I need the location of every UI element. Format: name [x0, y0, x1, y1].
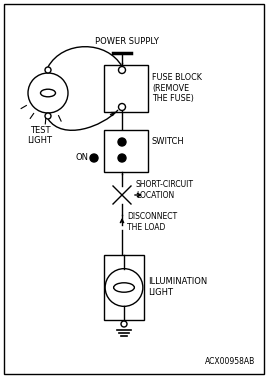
Circle shape	[121, 321, 127, 327]
Bar	[104, 255, 144, 320]
Text: FUSE BLOCK
(REMOVE
THE FUSE): FUSE BLOCK (REMOVE THE FUSE)	[152, 73, 202, 103]
Circle shape	[90, 154, 98, 162]
Text: POWER SUPPLY: POWER SUPPLY	[95, 37, 159, 46]
Circle shape	[45, 113, 51, 119]
Circle shape	[118, 104, 125, 110]
Text: SHORT-CIRCUIT
LOCATION: SHORT-CIRCUIT LOCATION	[136, 180, 194, 200]
Text: TEST
LIGHT: TEST LIGHT	[28, 126, 53, 146]
Circle shape	[118, 154, 126, 162]
Circle shape	[118, 138, 126, 146]
Bar	[104, 65, 148, 112]
Text: ACX00958AB: ACX00958AB	[205, 357, 255, 366]
Ellipse shape	[114, 283, 134, 292]
Text: DISCONNECT
THE LOAD: DISCONNECT THE LOAD	[127, 212, 177, 232]
Circle shape	[45, 67, 51, 73]
Circle shape	[28, 73, 68, 113]
Text: ILLUMINATION
LIGHT: ILLUMINATION LIGHT	[148, 277, 207, 297]
Ellipse shape	[40, 89, 55, 97]
Circle shape	[105, 269, 143, 306]
Text: ON: ON	[76, 153, 89, 163]
Bar	[104, 130, 148, 172]
Circle shape	[118, 67, 125, 73]
Text: SWITCH: SWITCH	[152, 138, 185, 147]
